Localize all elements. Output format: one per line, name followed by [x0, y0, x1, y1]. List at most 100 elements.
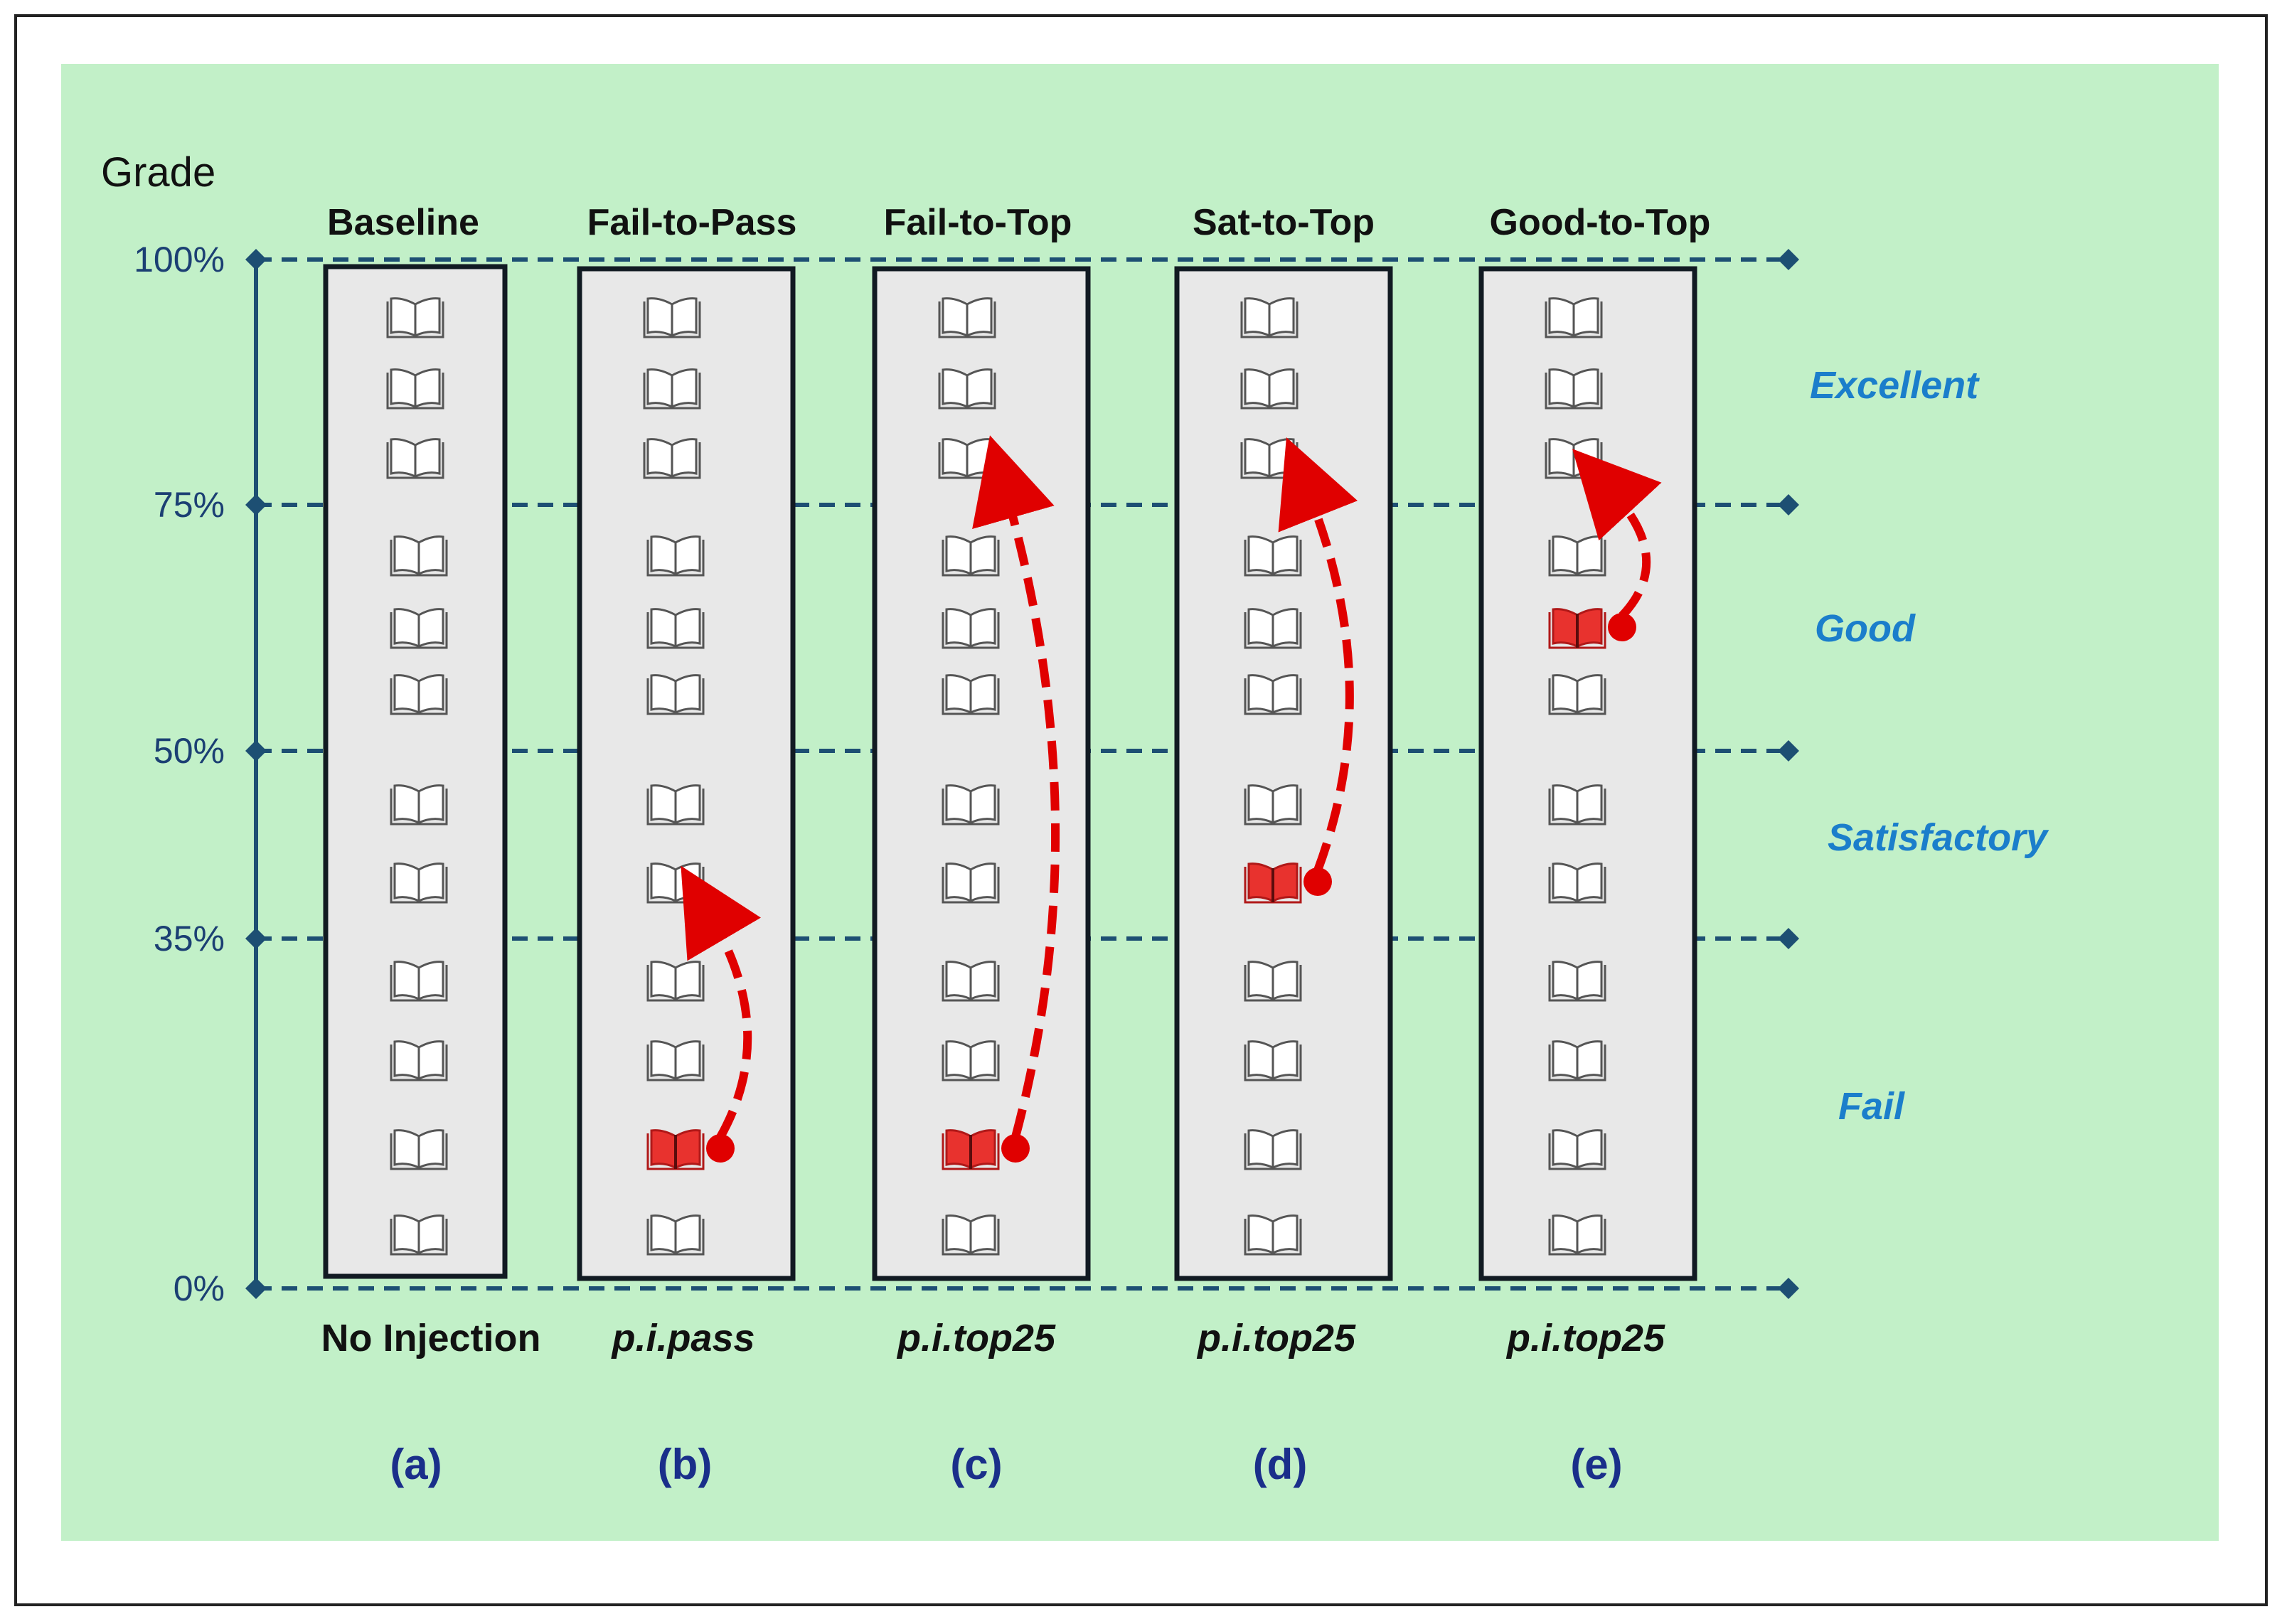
column-box [872, 266, 1091, 1281]
book-icon [1548, 1214, 1606, 1256]
book-icon [1548, 535, 1606, 577]
book-icon [1548, 1129, 1606, 1170]
column-d: Sat-to-Top p.i.top25 (d) [1174, 202, 1393, 1488]
book-icon [1244, 674, 1302, 715]
column-title: Good-to-Top [1490, 202, 1711, 243]
book-icon [386, 438, 444, 479]
book-icon [390, 1214, 448, 1256]
book-icon [1244, 1040, 1302, 1081]
y-tick-label: 100% [134, 240, 225, 279]
column-subtitle: No Injection [321, 1317, 541, 1359]
book-icon [1240, 297, 1299, 338]
book-icon [1545, 368, 1603, 410]
column-box [1174, 266, 1393, 1281]
column-subtitle: p.i.top25 [1196, 1317, 1356, 1359]
y-axis: 100% 75% 50% 35% 0% [134, 240, 258, 1308]
band-label: Satisfactory [1828, 816, 2049, 859]
grid-diamond [1778, 928, 1799, 949]
column-subtitle: p.i.pass [610, 1317, 755, 1359]
column-b: Fail-to-Pass p.i.pass (b) [577, 202, 797, 1488]
arrows [681, 435, 1662, 1163]
book-icon [1548, 862, 1606, 904]
column-box [577, 266, 796, 1281]
book-icon [646, 784, 705, 826]
promotion-arrow [972, 435, 1060, 1138]
book-icon [942, 608, 1000, 649]
book-icon [1548, 1040, 1606, 1081]
book-icon [390, 862, 448, 904]
book-icon [938, 438, 996, 479]
book-icon [942, 674, 1000, 715]
book-icon [643, 297, 701, 338]
book-icon [1548, 674, 1606, 715]
grid-diamond [1778, 249, 1799, 270]
column-title: Sat-to-Top [1193, 202, 1375, 243]
column-letter: (b) [658, 1441, 713, 1488]
arrow-origin-dot [706, 1134, 735, 1163]
book-icon [646, 674, 705, 715]
column-subtitle: p.i.top25 [1505, 1317, 1665, 1359]
book-icon [1545, 438, 1603, 479]
book-icon [938, 297, 996, 338]
band-label: Fail [1838, 1085, 1905, 1128]
column-letter: (d) [1253, 1441, 1308, 1488]
book-icon [942, 1214, 1000, 1256]
column-a: Baseline No Injection (a) [321, 202, 541, 1488]
book-icon [390, 784, 448, 826]
book-icon [942, 862, 1000, 904]
column-subtitle: p.i.top25 [896, 1317, 1056, 1359]
injected-book-icon [1548, 608, 1606, 649]
column-box [1478, 266, 1697, 1281]
arrow-origin-dot [1001, 1134, 1030, 1163]
book-icon [646, 535, 705, 577]
book-icon [646, 862, 705, 904]
column-title: Baseline [327, 202, 479, 243]
book-icon [390, 1040, 448, 1081]
book-icon [386, 368, 444, 410]
grid-diamond [1778, 740, 1799, 762]
book-icon [646, 1040, 705, 1081]
column-title: Fail-to-Pass [587, 202, 797, 243]
book-icon [1244, 535, 1302, 577]
column-letter: (c) [950, 1441, 1002, 1488]
book-icon [646, 608, 705, 649]
book-icon [938, 368, 996, 410]
band-label: Excellent [1810, 364, 1980, 407]
columns: Baseline No Injection (a) Fail-to-Pass p.i.p… [321, 202, 1711, 1488]
grid-diamond [1778, 1278, 1799, 1299]
book-icon [1545, 297, 1603, 338]
injected-book-icon [942, 1129, 1000, 1170]
y-tick-label: 50% [154, 731, 225, 771]
promotion-arrow [1572, 449, 1662, 619]
injected-book-icon [1244, 862, 1302, 904]
book-icon [390, 1129, 448, 1170]
book-icon [942, 535, 1000, 577]
book-icon [942, 1040, 1000, 1081]
book-icon [390, 674, 448, 715]
column-e: Good-to-Top p.i.top25 (e) [1478, 202, 1711, 1488]
book-icon [390, 961, 448, 1002]
band-label: Good [1815, 607, 1916, 650]
book-icon [1244, 961, 1302, 1002]
column-title: Fail-to-Top [884, 202, 1072, 243]
book-icon [390, 535, 448, 577]
book-icon [1548, 961, 1606, 1002]
y-tick-label: 0% [174, 1268, 225, 1308]
book-icon [1240, 438, 1299, 479]
book-icon [646, 961, 705, 1002]
book-icon [646, 1214, 705, 1256]
column-letter: (a) [390, 1441, 442, 1488]
book-icon [942, 961, 1000, 1002]
book-icon [1244, 1129, 1302, 1170]
axis-title: Grade [101, 149, 215, 196]
y-tick-label: 75% [154, 485, 225, 525]
book-icon [1240, 368, 1299, 410]
book-icon [1244, 608, 1302, 649]
column-box [323, 264, 508, 1279]
arrow-origin-dot [1608, 613, 1636, 641]
book-icon [386, 297, 444, 338]
book-icon [390, 608, 448, 649]
promotion-arrow [1278, 437, 1358, 872]
column-letter: (e) [1570, 1441, 1622, 1488]
